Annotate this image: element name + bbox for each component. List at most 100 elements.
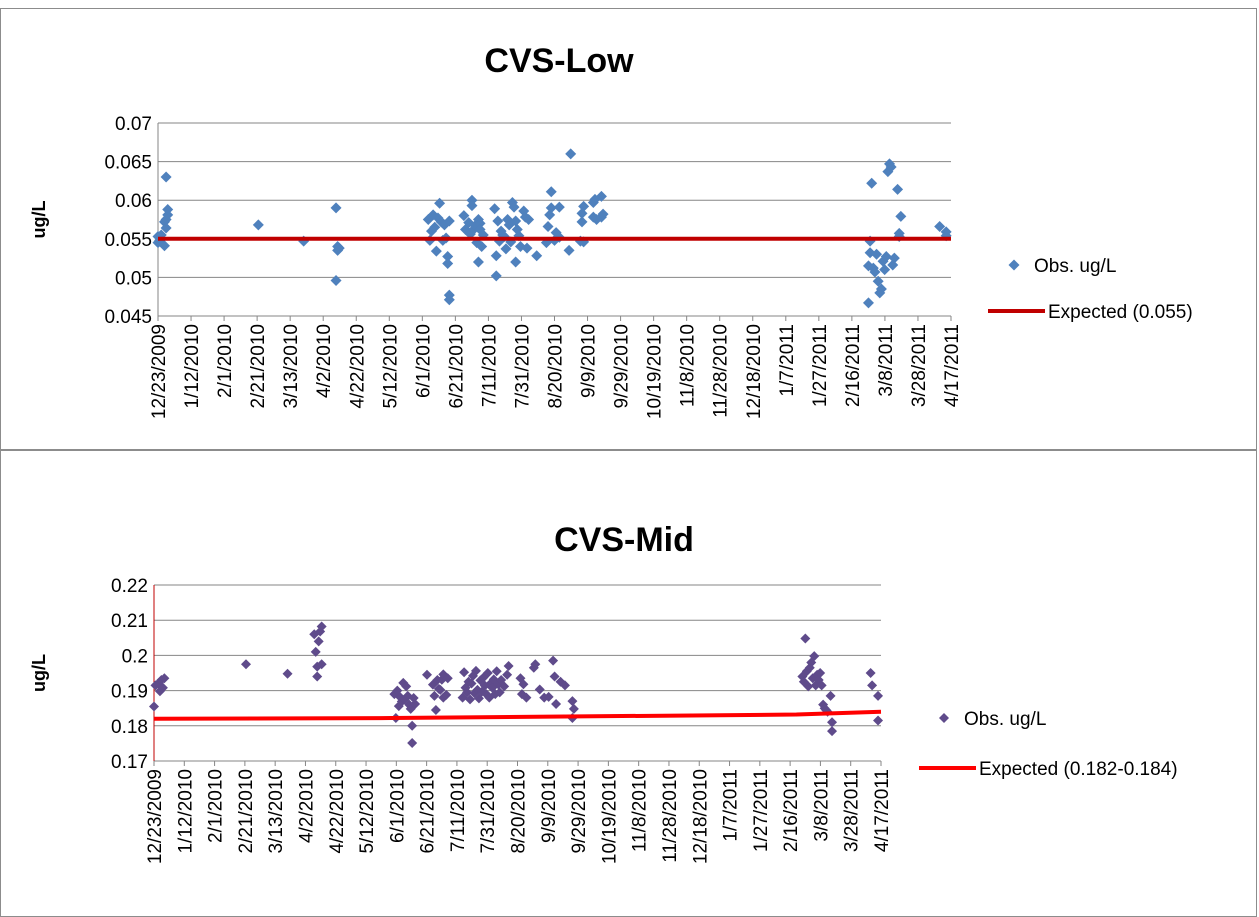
data-point <box>490 270 502 282</box>
data-point <box>568 703 579 714</box>
data-point <box>551 698 562 709</box>
x-axis: 12/23/2009 1/12/2010 2/1/2010 2/21/2010 3/13… <box>149 316 963 419</box>
x-tick-label: 11/8/2010 <box>630 769 651 852</box>
data-point <box>466 200 478 212</box>
data-point <box>489 203 501 215</box>
x-tick-label: 6/21/2010 <box>446 324 467 409</box>
data-point <box>435 684 446 695</box>
x-tick-label: 8/20/2010 <box>546 324 567 409</box>
legend-label-expected: Expected (0.182-0.184) <box>979 759 1178 780</box>
chart-cvs-mid: CVS-Mid 0.17 0.18 0.19 0.2 0.21 0.22 ug/L 12/23/… <box>29 521 1178 864</box>
data-point <box>499 681 510 692</box>
data-point <box>162 203 174 215</box>
data-point <box>149 701 159 712</box>
x-tick-label: 4/17/2011 <box>872 769 893 852</box>
legend-label-obs: Obs. ug/L <box>1034 256 1116 277</box>
expected-line <box>153 709 882 721</box>
y-tick-label: 0.21 <box>111 611 148 632</box>
data-point <box>316 621 327 632</box>
data-point <box>407 720 418 731</box>
y-tick-label: 0.045 <box>104 307 152 328</box>
data-point <box>815 668 826 678</box>
data-point <box>867 680 878 691</box>
legend-marker-obs <box>1008 259 1020 271</box>
x-tick-label: 9/29/2010 <box>612 324 633 409</box>
data-point <box>816 680 827 691</box>
y-tick-label: 0.065 <box>104 153 152 174</box>
data-point <box>523 214 535 225</box>
data-point <box>801 666 812 677</box>
data-point <box>559 680 570 691</box>
data-point <box>578 200 590 212</box>
data-point <box>542 220 554 232</box>
data-point <box>553 201 565 213</box>
data-point <box>443 215 455 227</box>
x-tick-label: 9/29/2010 <box>569 769 590 854</box>
data-point <box>500 243 512 255</box>
data-point <box>427 679 438 690</box>
data-point <box>565 148 577 160</box>
data-point <box>470 665 481 676</box>
data-point <box>430 704 441 715</box>
x-tick-label: 4/2/2010 <box>296 769 317 843</box>
data-point <box>491 666 502 677</box>
data-point <box>879 264 891 276</box>
x-tick-label: 1/7/2011 <box>721 769 742 842</box>
x-tick-label: 7/31/2010 <box>512 324 533 409</box>
data-point <box>892 183 904 195</box>
data-point <box>157 682 168 693</box>
x-tick-label: 3/8/2011 <box>876 324 897 397</box>
data-point <box>401 681 412 692</box>
data-point <box>548 655 559 666</box>
data-point <box>869 266 881 278</box>
data-point <box>330 274 342 286</box>
x-tick-label: 5/12/2010 <box>380 324 401 409</box>
x-tick-label: 1/12/2010 <box>175 769 196 854</box>
data-point <box>405 703 416 714</box>
data-point <box>434 197 446 209</box>
data-point <box>467 670 478 681</box>
x-tick-label: 4/2/2010 <box>314 324 335 398</box>
data-point <box>396 696 407 707</box>
data-point <box>510 215 522 227</box>
x-tick-label: 9/9/2010 <box>539 769 560 843</box>
data-point <box>158 240 170 252</box>
y-axis-label: ug/L <box>29 201 49 239</box>
data-point <box>873 690 884 701</box>
x-tick-label: 4/22/2010 <box>347 324 368 409</box>
data-point <box>466 678 477 689</box>
data-point <box>333 242 345 254</box>
y-tick-label: 0.06 <box>115 191 152 212</box>
data-point <box>310 646 321 657</box>
data-point <box>465 694 476 705</box>
data-point <box>438 669 449 680</box>
data-point <box>441 689 452 700</box>
data-point <box>531 250 543 262</box>
x-tick-label: 12/18/2010 <box>690 769 711 864</box>
y-tick-label: 0.07 <box>115 114 152 135</box>
data-point <box>521 242 533 254</box>
data-point <box>429 690 440 701</box>
data-point <box>825 690 836 701</box>
x-tick-label: 10/19/2010 <box>645 324 666 419</box>
x-tick-label: 7/31/2010 <box>478 769 499 854</box>
chart-cvs-low: CVS-Low 0.045 0.05 0.055 0.06 0.065 0.07 ug/L 12… <box>29 42 1193 419</box>
y-tick-label: 0.2 <box>122 646 148 667</box>
data-point <box>458 210 470 222</box>
data-point <box>330 202 342 214</box>
data-point <box>800 633 811 644</box>
data-point <box>809 651 820 662</box>
data-point <box>442 258 454 270</box>
data-point <box>521 692 532 703</box>
data-point <box>534 684 545 695</box>
x-tick-label: 6/21/2010 <box>418 769 439 854</box>
x-tick-label: 8/20/2010 <box>509 769 530 854</box>
data-point <box>871 248 883 260</box>
x-tick-label: 2/1/2010 <box>215 324 236 398</box>
x-tick-label: 2/21/2010 <box>248 324 269 409</box>
data-point <box>315 626 326 637</box>
data-point <box>518 679 529 690</box>
legend-marker-obs <box>939 713 949 723</box>
data-point <box>545 202 557 214</box>
data-point <box>563 244 575 256</box>
